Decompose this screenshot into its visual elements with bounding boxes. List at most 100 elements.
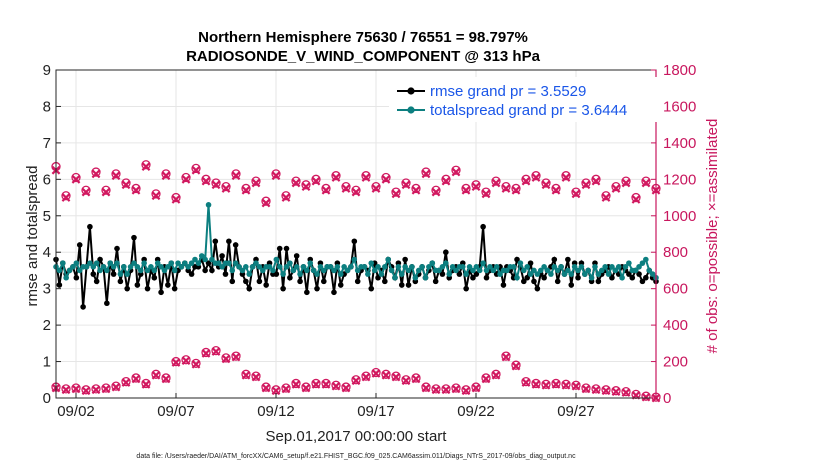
rmse-point xyxy=(304,289,310,296)
obs-assimilated-point xyxy=(101,384,111,394)
obs-assimilated-point xyxy=(381,174,391,184)
spread-point xyxy=(73,260,80,266)
obs-possible-point xyxy=(441,174,451,184)
spread-point xyxy=(443,260,449,266)
obs-assimilated-point xyxy=(571,381,581,391)
obs-possible-point xyxy=(321,183,331,194)
spread-point xyxy=(436,267,442,274)
obs-assimilated-point xyxy=(141,379,151,389)
spread-point xyxy=(161,267,168,274)
obs-assimilated-point xyxy=(441,385,451,395)
rmse-point xyxy=(405,282,412,288)
rmse-point xyxy=(568,282,575,288)
obs-possible-point xyxy=(341,382,351,392)
spread-point xyxy=(107,260,114,266)
spread-point xyxy=(104,267,110,274)
series-layer xyxy=(51,160,661,403)
spread-point xyxy=(70,264,76,270)
left-tick-label: 6 xyxy=(43,171,51,188)
obs-assimilated-point xyxy=(331,381,341,391)
obs-assimilated-point xyxy=(641,178,651,188)
obs-possible-point xyxy=(481,373,491,383)
obs-assimilated-point xyxy=(561,173,571,182)
obs-assimilated-point xyxy=(181,174,191,184)
spread-point xyxy=(473,264,480,270)
spread-point xyxy=(178,264,185,270)
rmse-point xyxy=(117,278,124,285)
obs-assimilated-point xyxy=(321,379,331,389)
spread-point xyxy=(273,256,280,263)
obs-possible-point xyxy=(111,169,121,179)
left-tick-label: 1 xyxy=(43,354,51,371)
obs-possible-point xyxy=(521,174,531,184)
obs-possible-point xyxy=(591,174,601,184)
spread-point xyxy=(63,274,69,281)
rmse-point xyxy=(609,274,615,281)
spread-point xyxy=(334,264,341,270)
obs-possible-point xyxy=(401,178,411,188)
spread-point xyxy=(280,271,286,277)
obs-possible-point xyxy=(331,171,341,181)
obs-assimilated-point xyxy=(91,385,101,395)
x-tick-label: 09/12 xyxy=(257,403,295,420)
x-tick-label: 09/07 xyxy=(157,403,195,420)
spread-point xyxy=(148,264,154,270)
rmse-point xyxy=(382,278,388,285)
y-axis-label-left: rmse and totalspread xyxy=(24,166,41,307)
spread-point xyxy=(375,264,381,270)
obs-assimilated-point xyxy=(441,176,451,186)
spread-point xyxy=(229,267,236,274)
rmse-point xyxy=(219,253,225,259)
spread-point xyxy=(283,264,290,270)
obs-possible-series xyxy=(51,345,661,402)
rmse-point xyxy=(565,256,571,263)
obs-assimilated-point xyxy=(621,178,631,188)
rmse-point xyxy=(463,285,469,292)
spread-point xyxy=(90,264,97,270)
rmse-point xyxy=(56,282,63,288)
obs-possible-point xyxy=(511,183,521,194)
obs-assimilated-point xyxy=(491,178,501,188)
obs-possible-point xyxy=(601,385,611,395)
obs-possible-point xyxy=(211,345,221,356)
obs-possible-point xyxy=(621,386,631,397)
spread-point xyxy=(565,267,571,274)
spread-point xyxy=(348,264,354,270)
obs-possible-point xyxy=(501,181,511,192)
spread-point xyxy=(93,260,100,266)
left-tick-label: 7 xyxy=(43,135,51,152)
right-tick-label: 800 xyxy=(663,244,688,261)
obs-possible-point xyxy=(581,178,591,188)
obs-assimilated-point xyxy=(71,384,81,394)
spread-point xyxy=(249,264,256,270)
rmse-point xyxy=(514,256,520,263)
obs-assimilated-point xyxy=(281,384,291,394)
spread-point xyxy=(636,264,642,270)
spread-point xyxy=(195,260,202,266)
spread-point xyxy=(392,274,398,281)
obs-possible-point xyxy=(481,187,491,197)
obs-possible-point xyxy=(321,378,331,389)
spread-point xyxy=(100,264,107,270)
rmse-point xyxy=(283,245,290,252)
left-tick-label: 3 xyxy=(43,281,51,298)
rmse-point xyxy=(297,278,303,285)
spread-point xyxy=(632,267,639,274)
obs-possible-point xyxy=(261,382,271,392)
rmse-point xyxy=(243,278,249,285)
obs-possible-point xyxy=(561,379,571,389)
obs-possible-point xyxy=(381,369,391,379)
rmse-point xyxy=(551,256,558,263)
obs-possible-point xyxy=(351,185,361,195)
rmse-point xyxy=(320,278,327,285)
chart-subtitle: RADIOSONDE_V_WIND_COMPONENT @ 313 hPa xyxy=(186,48,541,65)
rmse-point xyxy=(534,285,541,292)
obs-assimilated-point xyxy=(341,383,351,393)
legend-spread-label: totalspread grand pr = 3.6444 xyxy=(430,102,627,119)
obs-assimilated-point xyxy=(81,187,91,197)
spread-point xyxy=(612,267,619,274)
obs-possible-point xyxy=(161,169,171,179)
rmse-point xyxy=(500,282,507,288)
spread-point xyxy=(134,264,141,270)
obs-possible-point xyxy=(71,172,81,183)
